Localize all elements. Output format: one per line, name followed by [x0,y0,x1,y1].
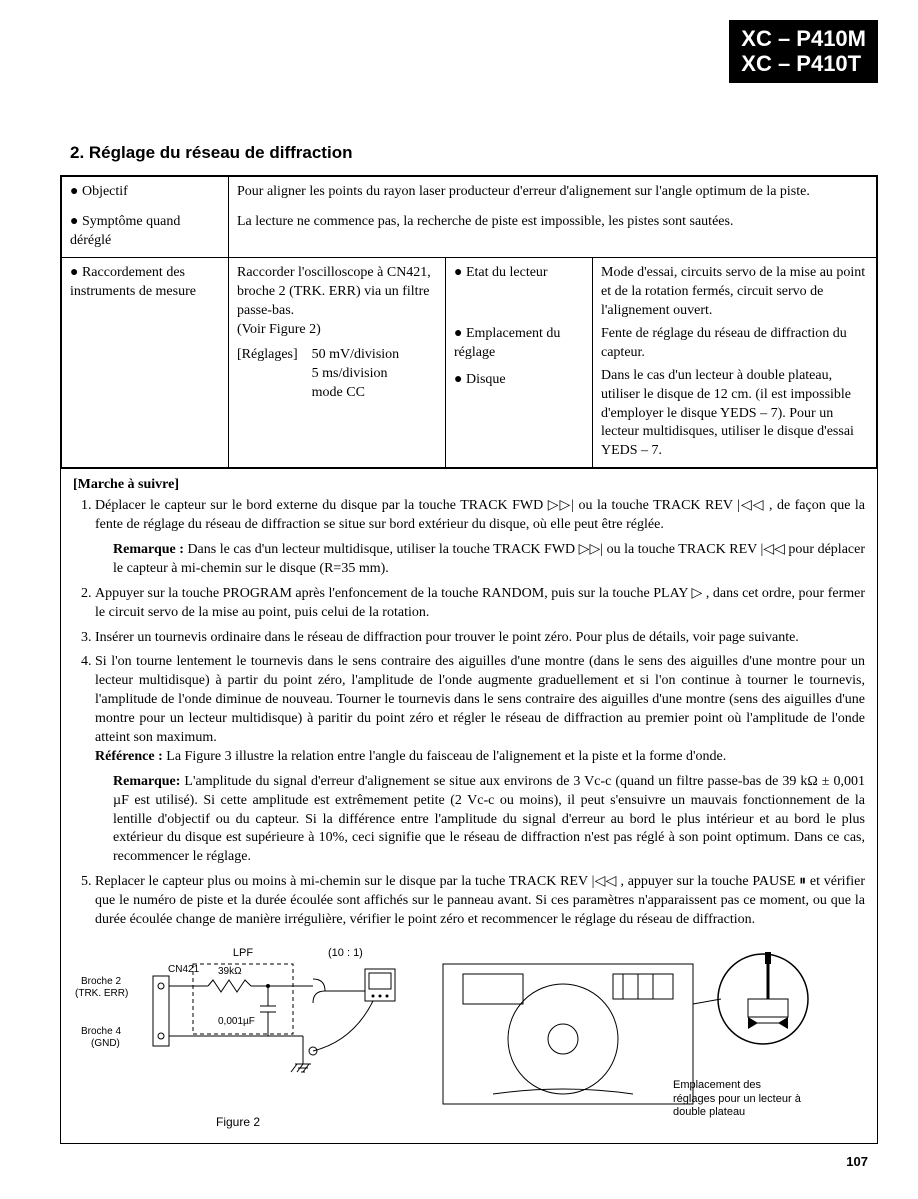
procedure-block: [Marche à suivre] Déplacer le capteur su… [61,468,877,1143]
raccord-set-2: 5 ms/division [312,366,388,381]
step-4: Si l'on tourne lentement le tournevis da… [95,653,865,766]
ref-label: Référence : [95,749,163,764]
raccord-text-2: (Voir Figure 2) [237,321,437,340]
spec-table: Objectif Pour aligner les points du rayo… [61,176,877,469]
emplacement-label: Emplacement du réglage [454,325,584,363]
pin2-a: Broche 2 [81,976,121,987]
model-line-1: XC – P410M [741,26,866,51]
r-value: 39kΩ [218,966,242,977]
page-number: 107 [30,1154,868,1169]
raccord-text-1: Raccorder l'oscilloscope à CN421, broche… [237,264,437,321]
section-title: 2. Réglage du réseau de diffraction [70,143,888,163]
raccord-set-3: mode CC [312,385,365,400]
step-3: Insérer un tournevis ordinaire dans le r… [95,629,865,648]
cn-label: CN421 [168,964,200,975]
c-value: 0,001µF [218,1016,255,1027]
figure-2: LPF (10 : 1) CN421 Broche 2 (TRK. ERR) B… [73,944,403,1129]
model-line-2: XC – P410T [741,51,866,76]
mech-cap-c: double plateau [673,1106,745,1118]
row-objectif-text: Pour aligner les points du rayon laser p… [229,176,877,207]
note2-text: L'amplitude du signal d'erreur d'alignem… [113,774,865,865]
content-box: Objectif Pour aligner les points du rayo… [60,175,878,1144]
etat-lecteur-text: Mode d'essai, circuits servo de la mise … [601,264,868,321]
pin4-b: (GND) [91,1038,120,1049]
raccord-set-1: 50 mV/division [312,347,400,362]
figure-mech: Emplacement des réglages pour un lecteur… [433,944,833,1119]
emplacement-text: Fente de réglage du réseau de diffractio… [601,325,868,363]
etat-lecteur-label: Etat du lecteur [454,264,584,283]
figure-row: LPF (10 : 1) CN421 Broche 2 (TRK. ERR) B… [73,944,865,1129]
ref-text: La Figure 3 illustre la relation entre l… [166,749,726,764]
note1-label: Remarque : [113,542,184,557]
row-symptome-text: La lecture ne commence pas, la recherche… [229,207,877,257]
model-badge: XC – P410M XC – P410T [729,20,878,83]
disque-text: Dans le cas d'un lecteur à double platea… [601,367,868,461]
step-2: Appuyer sur la touche PROGRAM après l'en… [95,585,865,623]
disque-label: Disque [454,371,584,390]
raccord-reglages-label: [Réglages] [237,347,298,362]
ratio-label: (10 : 1) [328,947,363,959]
pin4-a: Broche 4 [81,1026,121,1037]
mech-cap-a: Emplacement des [673,1079,761,1091]
pin2-b: (TRK. ERR) [75,988,128,999]
note2-label: Remarque: [113,774,180,789]
step-5: Replacer le capteur plus ou moins à mi-c… [95,873,865,930]
step-1: Déplacer le capteur sur le bord externe … [95,497,865,535]
row-raccord-label: Raccordement des instruments de mesure [70,265,196,299]
figure-2-caption: Figure 2 [73,1115,403,1129]
mech-cap-b: réglages pour un lecteur à [673,1093,801,1105]
row-objectif-label: Objectif [70,184,128,199]
row-symptome-label: Symptôme quand déréglé [70,214,180,248]
note1-text: Dans le cas d'un lecteur multidisque, ut… [113,542,865,576]
procedure-title: [Marche à suivre] [73,477,865,493]
lpf-label: LPF [233,947,253,959]
